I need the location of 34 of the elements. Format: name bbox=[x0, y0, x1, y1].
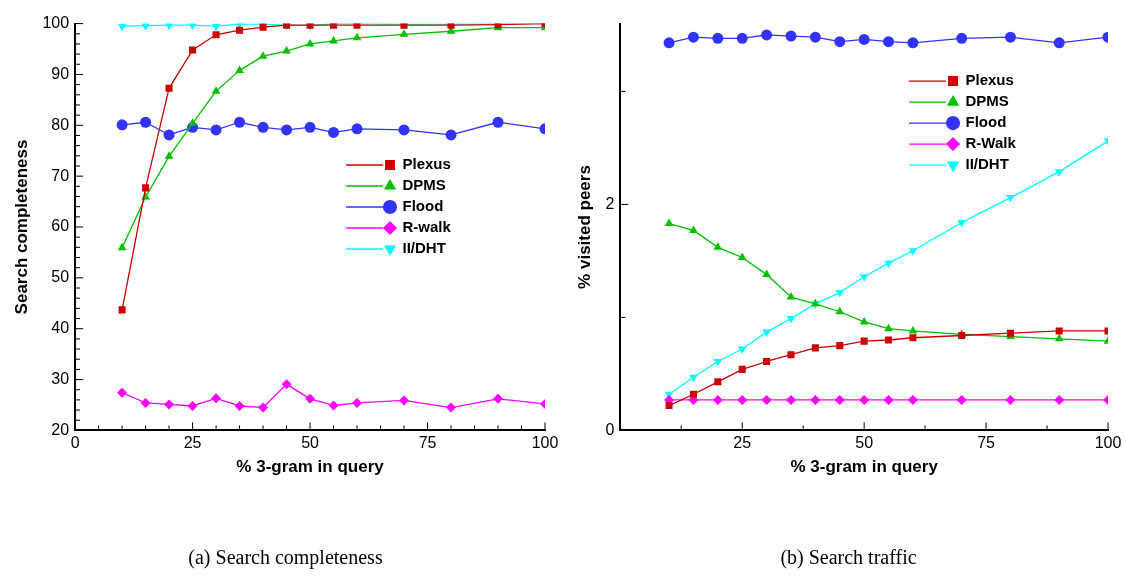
legend-label: R-Walk bbox=[965, 134, 1017, 152]
x-tick-label: 75 bbox=[977, 434, 996, 452]
y-axis-title: Search completeness bbox=[11, 139, 31, 315]
x-tick-label: 100 bbox=[531, 434, 559, 452]
x-axis-title: % 3-gram in query bbox=[790, 457, 939, 477]
legend-label: DPMS bbox=[402, 176, 446, 194]
y-tick-label: 90 bbox=[51, 64, 70, 82]
legend-label: Flood bbox=[965, 113, 1007, 131]
legend-label: Flood bbox=[402, 197, 444, 215]
y-tick-label: 80 bbox=[51, 115, 70, 133]
legend-label: Plexus bbox=[402, 155, 451, 173]
text: (a) Search completeness bbox=[187, 546, 384, 569]
legend-label: II/DHT bbox=[402, 239, 446, 257]
x-tick-label: 75 bbox=[418, 434, 437, 452]
x-tick-label: 50 bbox=[855, 434, 874, 452]
y-tick-label: 20 bbox=[51, 420, 70, 438]
y-tick-label: 70 bbox=[51, 166, 70, 184]
legend-label: DPMS bbox=[965, 92, 1009, 110]
legend-label: Plexus bbox=[965, 71, 1014, 89]
y-tick-label: 60 bbox=[51, 217, 70, 235]
text: (b) Search traffic bbox=[779, 546, 918, 569]
y-axis-title: % visited peers bbox=[574, 165, 594, 289]
x-axis-title: % 3-gram in query bbox=[236, 457, 385, 477]
y-tick-label: 40 bbox=[51, 319, 70, 337]
x-tick-label: 100 bbox=[1094, 434, 1122, 452]
legend-label: II/DHT bbox=[965, 155, 1009, 173]
y-tick-label: 30 bbox=[51, 369, 70, 387]
x-tick-label: 50 bbox=[301, 434, 320, 452]
y-tick-label: 50 bbox=[51, 268, 70, 286]
y-tick-label: 2 bbox=[605, 194, 615, 212]
y-tick-label: 100 bbox=[42, 14, 70, 32]
x-tick-label: 25 bbox=[733, 434, 752, 452]
legend-label: R-walk bbox=[402, 218, 452, 236]
x-tick-label: 25 bbox=[183, 434, 202, 452]
